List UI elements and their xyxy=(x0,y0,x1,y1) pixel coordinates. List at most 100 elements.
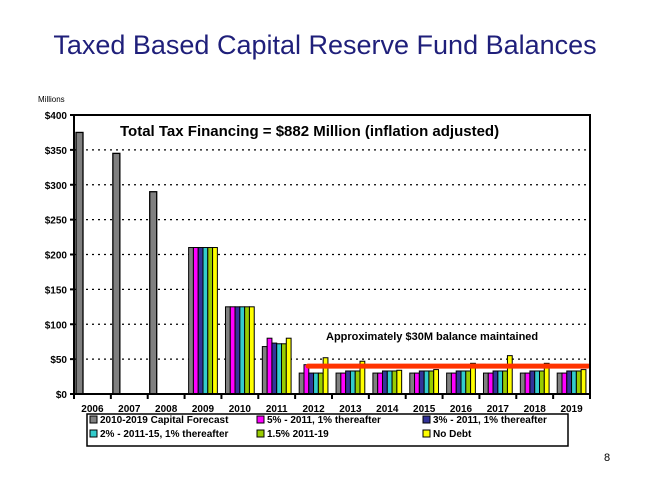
bar xyxy=(197,247,204,395)
bar xyxy=(571,370,577,395)
y-tick-label: $150 xyxy=(45,285,68,296)
bar xyxy=(285,337,292,395)
bar xyxy=(276,343,283,395)
bar xyxy=(396,369,403,395)
bar xyxy=(224,306,231,395)
x-tick-label: 2015 xyxy=(413,404,436,415)
x-tick-label: 2013 xyxy=(339,404,362,415)
legend-swatch xyxy=(256,415,265,424)
bar xyxy=(349,370,356,395)
bar xyxy=(354,370,361,395)
bar xyxy=(575,370,582,395)
bar xyxy=(524,372,531,395)
bar xyxy=(566,370,573,395)
bar xyxy=(450,372,457,395)
bar xyxy=(428,370,435,395)
bar xyxy=(502,370,508,395)
bar xyxy=(244,306,250,395)
bar xyxy=(482,372,489,395)
bar xyxy=(261,346,268,395)
bar xyxy=(75,131,84,395)
bar xyxy=(492,370,499,395)
bar xyxy=(556,372,563,395)
bar xyxy=(234,306,241,395)
x-tick-label: 2018 xyxy=(524,404,547,415)
y-tick-label: $250 xyxy=(45,216,68,227)
legend-swatch xyxy=(89,415,98,424)
bar xyxy=(418,370,425,395)
bar xyxy=(409,372,416,395)
bar xyxy=(212,247,218,395)
bar xyxy=(192,247,199,395)
y-tick-labels: $0 $50 $100 $150 $200 $250 $300 $350 $400 xyxy=(45,111,68,401)
bar xyxy=(188,247,194,395)
legend-label: 5% - 2011, 1% thereafter xyxy=(267,415,381,426)
x-tick-label: 2011 xyxy=(266,404,288,415)
bar xyxy=(239,306,246,395)
x-tick-label: 2019 xyxy=(560,404,583,415)
legend-box xyxy=(86,413,569,447)
bar xyxy=(317,372,324,395)
bar xyxy=(487,372,494,395)
x-tick-label: 2012 xyxy=(302,404,325,415)
legend-swatch xyxy=(422,415,431,424)
total-financing-annotation: Total Tax Financing = $882 Million (infl… xyxy=(120,123,499,140)
legend-label: 2% - 2011-15, 1% thereafter xyxy=(100,429,229,440)
bar xyxy=(539,370,545,395)
bar xyxy=(519,372,526,395)
legend-swatch xyxy=(256,429,265,438)
x-tick-label: 2017 xyxy=(487,404,510,415)
bar xyxy=(281,343,287,395)
bar xyxy=(112,152,121,395)
bar xyxy=(391,370,398,395)
bar xyxy=(423,370,430,395)
page-number: 8 xyxy=(604,452,611,464)
bar xyxy=(207,247,214,395)
bar xyxy=(381,370,388,395)
x-tick-label: 2014 xyxy=(376,404,399,415)
y-tick-label: $350 xyxy=(45,146,68,157)
x-tick-label: 2009 xyxy=(192,404,215,415)
bar xyxy=(529,370,536,395)
bars xyxy=(75,131,587,395)
legend-swatch xyxy=(422,429,431,438)
axes xyxy=(70,114,591,399)
bar xyxy=(229,306,236,395)
legend-label: No Debt xyxy=(433,429,472,440)
bar xyxy=(248,306,255,395)
legend-label: 2010-2019 Capital Forecast xyxy=(100,415,229,426)
x-tick-labels: 2006 2007 2008 2009 2010 2011 2012 2013 2014 2015… xyxy=(81,404,583,415)
bar xyxy=(460,370,467,395)
bar xyxy=(446,372,452,395)
bar xyxy=(271,342,278,395)
bar xyxy=(497,370,504,395)
bar xyxy=(534,370,541,395)
y-tick-label: $400 xyxy=(45,111,68,122)
x-tick-label: 2007 xyxy=(118,404,141,415)
bar xyxy=(506,355,513,395)
gridlines xyxy=(74,149,590,360)
x-tick-label: 2016 xyxy=(450,404,473,415)
legend-label: 3% - 2011, 1% thereafter xyxy=(433,415,547,426)
bar xyxy=(298,372,305,395)
x-tick-label: 2008 xyxy=(155,404,178,415)
bar xyxy=(202,247,209,395)
bar xyxy=(335,372,342,395)
bar xyxy=(580,369,587,395)
y-tick-label: $200 xyxy=(45,251,68,262)
bar xyxy=(561,372,568,395)
bar xyxy=(149,191,158,395)
y-tick-label: $300 xyxy=(45,181,68,192)
y-tick-label: $50 xyxy=(50,355,67,366)
legend: 2010-2019 Capital Forecast 5% - 2011, 1% … xyxy=(86,413,569,447)
bar xyxy=(433,369,440,395)
bar xyxy=(303,364,310,395)
bar xyxy=(345,370,351,395)
slide-title: Taxed Based Capital Reserve Fund Balance… xyxy=(53,30,597,60)
legend-swatch xyxy=(89,429,98,438)
balance-maintained-annotation: Approximately $30M balance maintained xyxy=(326,331,538,343)
y-tick-label: $0 xyxy=(56,390,68,401)
bar xyxy=(322,357,329,395)
bar xyxy=(266,337,273,395)
